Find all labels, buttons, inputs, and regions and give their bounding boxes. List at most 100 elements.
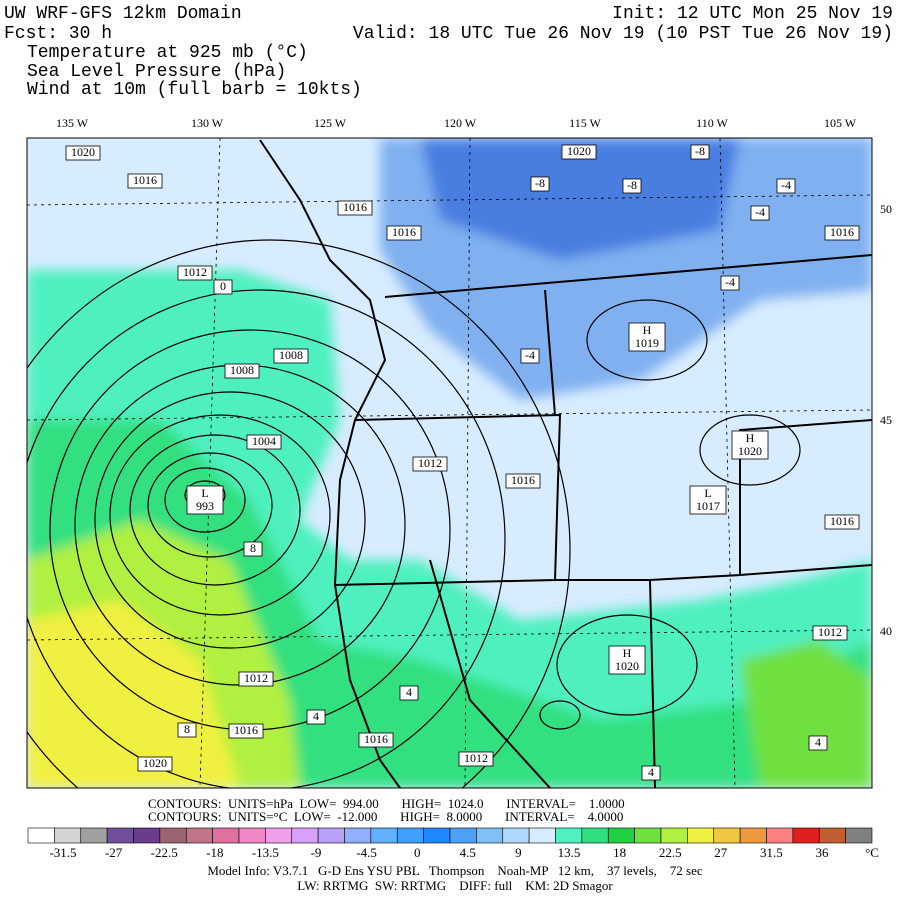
model-info: LW: RRTMG SW: RRTMG DIFF: full KM: 2D Sm… (297, 878, 613, 893)
temperature-label-box (213, 279, 233, 295)
center-letter: L (201, 486, 208, 500)
temperature-label-box (808, 735, 828, 751)
longitude-label: 110 W (696, 116, 728, 130)
temperature-label-box (530, 176, 550, 192)
colorbar-swatch (555, 827, 583, 844)
contour-info: CONTOURS: UNITS=°C LOW= -12.000 HIGH= 8.… (148, 809, 623, 824)
pressure-label: 1016 (234, 723, 258, 737)
colorbar-swatch (80, 827, 108, 844)
colorbar-label: -4.5 (356, 845, 377, 860)
pressure-label: 1016 (830, 514, 854, 528)
pressure-label: 1016 (364, 732, 388, 746)
temperature-label: 8 (184, 722, 190, 736)
center-box (186, 485, 224, 515)
temperature-label-box (622, 178, 642, 194)
init: Init: 12 UTC Mon 25 Nov 19 (612, 4, 893, 24)
pressure-label: 1020 (143, 756, 167, 770)
pressure-label: 1012 (418, 456, 442, 470)
center-box (628, 322, 666, 352)
colorbar-swatch (502, 827, 530, 844)
pressure-label: 1020 (71, 145, 95, 159)
contour-info: CONTOURS: UNITS=hPa LOW= 994.00 HIGH= 10… (148, 796, 625, 811)
pressure-label-box (561, 144, 597, 160)
pressure-label: 1016 (830, 225, 854, 239)
latitude-label: 50 (880, 202, 892, 216)
pressure-label-box (412, 456, 448, 472)
temperature-label: 4 (406, 685, 412, 699)
pressure-label: 1012 (818, 625, 842, 639)
longitude-label: 120 W (444, 116, 477, 130)
latitude-label: 45 (880, 413, 892, 427)
longitude-label: 125 W (314, 116, 347, 130)
pressure-label-box (177, 265, 213, 281)
colorbar-swatch (845, 827, 873, 844)
pressure-label: 1016 (511, 473, 535, 487)
colorbar-swatch (317, 827, 345, 844)
colorbar-swatch (423, 827, 451, 844)
pressure-label: 1004 (252, 434, 276, 448)
map-frame (26, 137, 873, 789)
pressure-label-box (127, 173, 163, 189)
center-value: 1020 (738, 444, 762, 458)
valid: Valid: 18 UTC Tue 26 Nov 19 (10 PST Tue … (353, 24, 893, 44)
colorbar-swatch (687, 827, 715, 844)
colorbar-label: -22.5 (151, 845, 178, 860)
colorbar-swatch (792, 827, 820, 844)
pressure-label-box (812, 625, 848, 641)
center-letter: H (623, 646, 632, 660)
latitude-label: 40 (880, 624, 892, 638)
colorbar-swatch (581, 827, 609, 844)
pressure-label-box (65, 145, 101, 161)
colorbar-swatch (27, 827, 55, 844)
colorbar-swatch (265, 827, 293, 844)
center-value: 1020 (615, 659, 639, 673)
pressure-label-box (224, 363, 260, 379)
temperature-label: -4 (725, 275, 735, 289)
colorbar-swatch (713, 827, 741, 844)
colorbar-swatch (54, 827, 82, 844)
colorbar-swatch (739, 827, 767, 844)
pressure-label: 1016 (392, 225, 416, 239)
pressure-label-box (505, 473, 541, 489)
temperature-label: 4 (815, 735, 821, 749)
pressure-label: 1012 (244, 671, 268, 685)
pressure-label-box (273, 348, 309, 364)
field: Sea Level Pressure (hPa) (27, 62, 286, 82)
colorbar-label: 4.5 (460, 845, 476, 860)
field: Wind at 10m (full barb = 10kts) (27, 80, 362, 100)
colorbar-label: 18 (613, 845, 626, 860)
colorbar-swatch (634, 827, 662, 844)
colorbar-label: 13.5 (558, 845, 581, 860)
center-letter: H (643, 323, 652, 337)
colorbar-label: -31.5 (49, 845, 76, 860)
colorbar-swatch (238, 827, 266, 844)
colorbar-label: 22.5 (659, 845, 682, 860)
borders (259, 139, 872, 788)
center-letter: L (704, 486, 711, 500)
colorbar-label: 9 (515, 845, 522, 860)
colorbar-swatch (396, 827, 424, 844)
colorbar-swatch (607, 827, 635, 844)
colorbar-swatch (476, 827, 504, 844)
temperature-label-box (690, 144, 710, 160)
title: UW WRF-GFS 12km Domain (4, 4, 242, 24)
pressure-label: 1012 (183, 265, 207, 279)
longitude-label: 130 W (191, 116, 224, 130)
temperature-label: -4 (755, 205, 765, 219)
colorbar-label: 0 (414, 845, 421, 860)
pressure-label-box (458, 751, 494, 767)
temperature-label: -8 (627, 178, 637, 192)
temperature-label: 8 (250, 541, 256, 555)
colorbar-swatch (344, 827, 372, 844)
colorbar-swatch (660, 827, 688, 844)
colorbar-swatch (212, 827, 240, 844)
pressure-label: 1008 (279, 348, 303, 362)
colorbar-label: 27 (714, 845, 728, 860)
pressure-label: 1012 (464, 751, 488, 765)
pressure-label-box (246, 434, 282, 450)
temperature-label-box (177, 722, 197, 738)
model-info: Model Info: V3.7.1 G-D Ens YSU PBL Thomp… (207, 863, 703, 878)
colorbar-swatch (291, 827, 319, 844)
temperature-label: 4 (648, 765, 654, 779)
